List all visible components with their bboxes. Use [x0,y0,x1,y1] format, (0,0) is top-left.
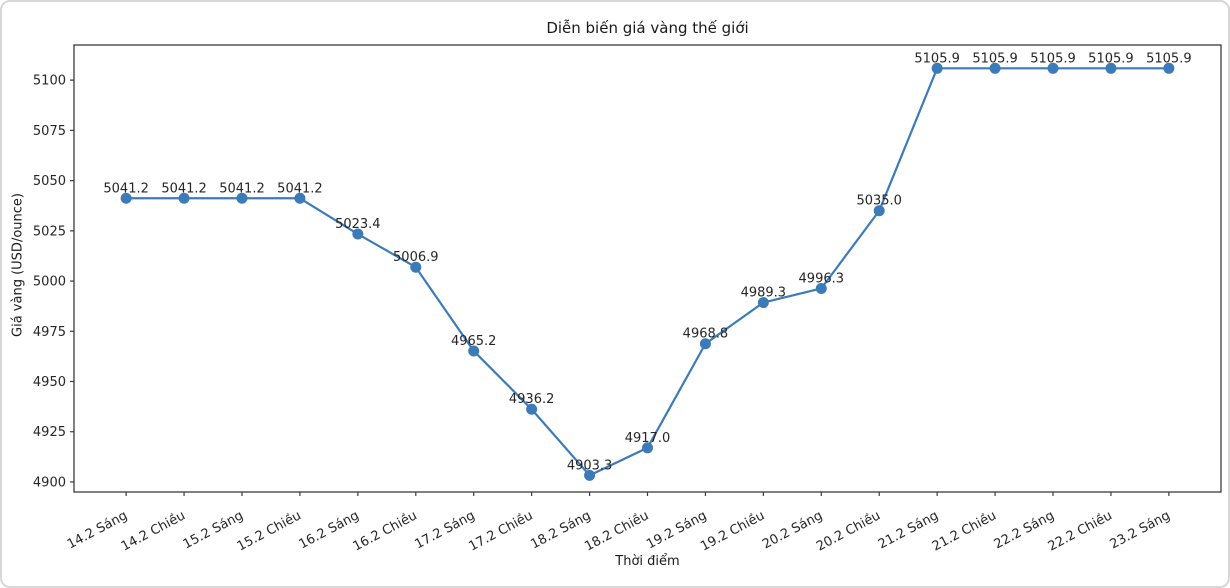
data-point-marker [526,403,538,415]
data-point-label: 4903.3 [567,458,613,473]
y-tick-label: 5075 [33,124,66,139]
data-point-label: 5105.9 [972,51,1018,66]
y-tick-label: 5025 [33,224,66,239]
x-tick-label: 21.2 Chiều [930,508,999,554]
data-point-marker [468,345,480,357]
y-tick-label: 5050 [33,174,66,189]
x-tick-label: 23.2 Sáng [1108,508,1173,552]
data-point-marker [1105,62,1117,74]
data-point-marker [815,282,827,294]
x-tick-label: 19.2 Chiều [698,508,767,554]
plot-frame [73,44,1222,493]
data-point-label: 4936.2 [509,392,555,407]
data-point-label: 5041.2 [103,181,149,196]
data-point-marker [178,192,190,204]
data-point-marker [642,442,653,454]
data-point-label: 4965.2 [451,334,497,349]
data-point-marker [1163,62,1175,74]
data-point-label: 5105.9 [1030,51,1076,66]
data-point-marker [989,62,1001,74]
data-point-marker [757,297,769,309]
data-point-label: 5041.2 [277,181,323,196]
data-point-label: 5035.0 [856,194,902,209]
data-point-marker [236,192,248,204]
y-axis-title: Giá vàng (USD/ounce) [10,193,26,337]
x-tick-label: 20.2 Chiều [814,508,883,554]
data-point-label: 5006.9 [393,250,439,265]
data-point-marker [352,228,364,240]
y-tick-label: 4900 [33,475,66,490]
data-point-label: 4989.3 [741,286,787,301]
data-point-marker [584,469,596,481]
x-tick-label: 14.2 Chiều [119,508,188,554]
data-point-marker [410,261,422,273]
x-tick-label: 18.2 Chiều [582,508,651,554]
data-point-marker [699,338,711,350]
data-point-label: 4917.0 [625,431,671,446]
chart-title: Diễn biến giá vàng thế giới [546,19,749,37]
data-point-label: 4968.8 [683,327,729,342]
data-point-label: 5041.2 [161,181,207,196]
data-point-marker [294,192,306,204]
data-point-label: 5023.4 [335,217,381,232]
y-tick-label: 4975 [33,325,66,340]
data-point-label: 5105.9 [1146,51,1192,66]
data-point-label: 5041.2 [219,181,265,196]
x-tick-label: 17.2 Chiều [466,508,535,554]
y-tick-label: 4925 [33,425,66,440]
x-tick-label: 22.2 Chiều [1046,508,1115,554]
price-line-series [126,67,1169,477]
x-tick-label: 15.2 Chiều [235,508,304,554]
x-axis-title: Thời điểm [615,554,680,569]
y-tick-label: 4950 [33,375,66,390]
data-point-marker [873,205,885,217]
x-tick-label: 16.2 Chiều [351,508,420,554]
data-point-label: 5105.9 [1088,51,1134,66]
y-tick-label: 5000 [33,275,66,290]
data-point-marker [1047,62,1059,74]
data-point-label: 4996.3 [799,271,845,286]
data-point-marker [120,192,132,204]
y-tick-label: 5100 [33,74,66,89]
data-point-label: 5105.9 [914,51,960,66]
data-point-marker [931,62,943,74]
